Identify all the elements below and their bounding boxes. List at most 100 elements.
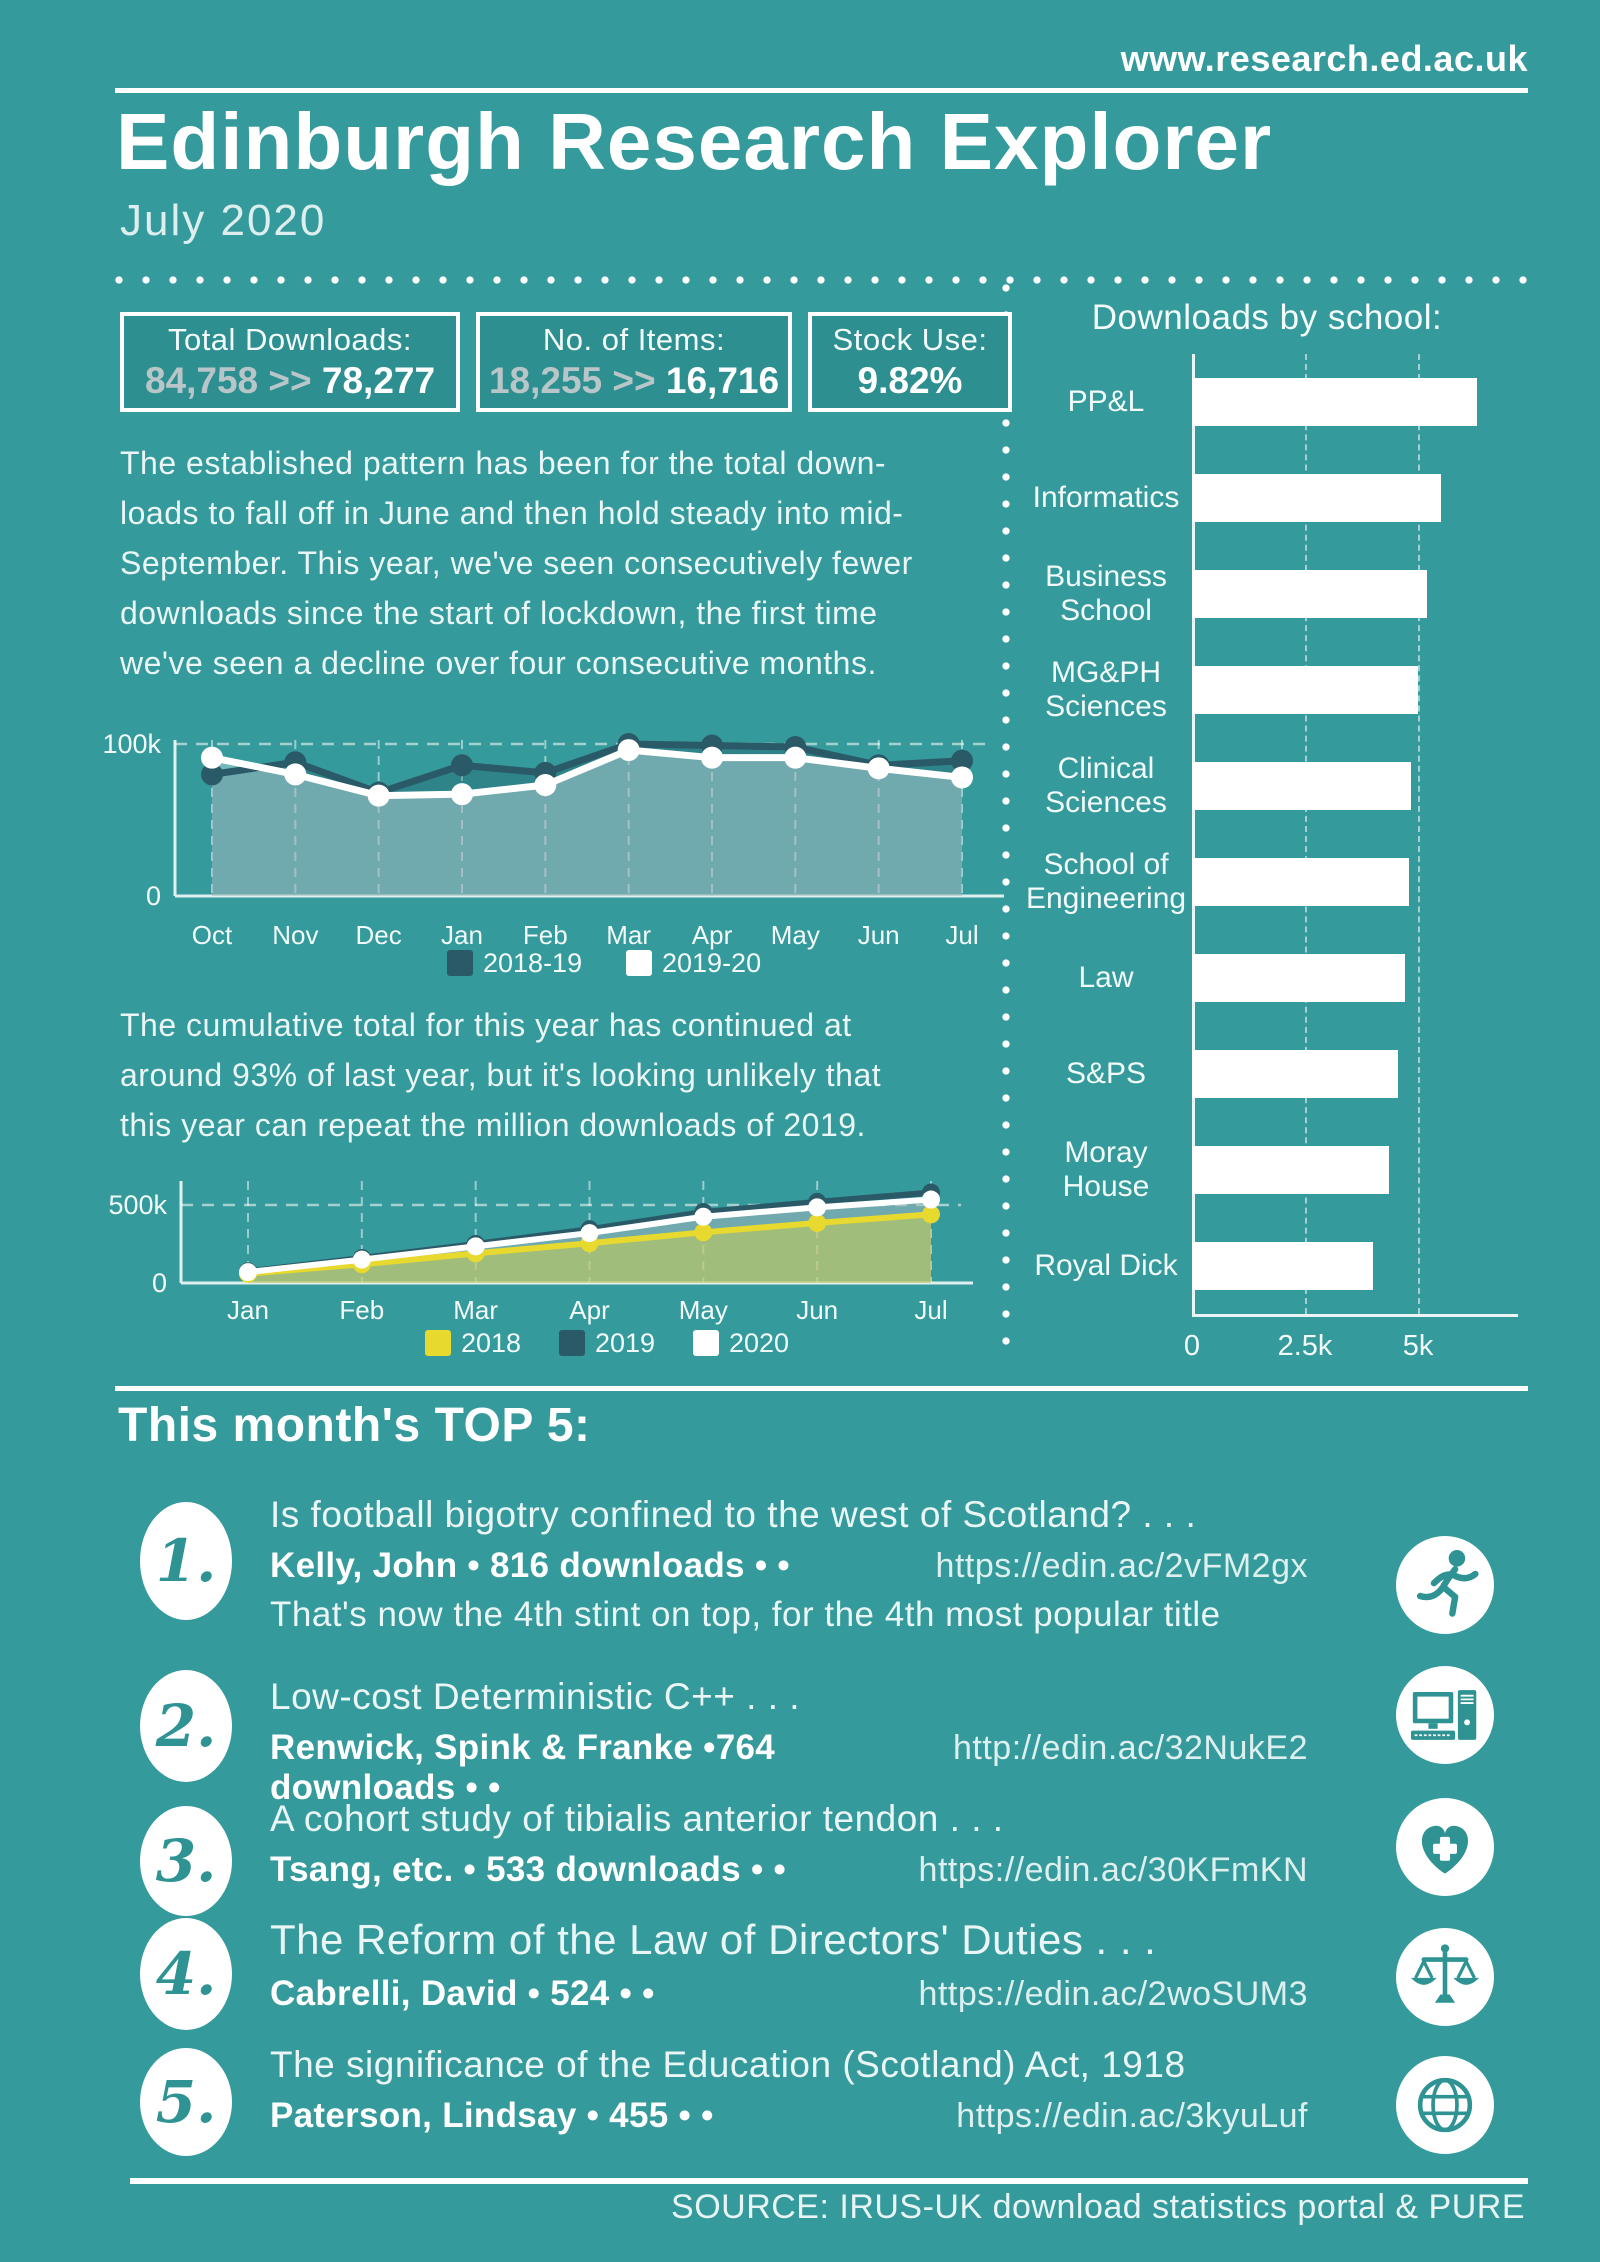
top5-item-1: Is football bigotry confined to the west…: [270, 1494, 1312, 1635]
axis-tick-label: 0: [1183, 1330, 1201, 1362]
top5-item-4: The Reform of the Law of Directors' Duti…: [270, 1916, 1312, 2014]
stat-value: 18,255 >> 16,716: [488, 360, 780, 401]
item-title: The significance of the Education (Scotl…: [270, 2044, 1186, 2085]
bar-label: Moray House: [1062, 1136, 1150, 1203]
gridline: [1305, 354, 1308, 1314]
bar-row: Royal Dick: [1022, 1218, 1534, 1314]
cumulative-downloads-chart: 0 500k Jan Feb Mar Apr May Jun Jul 2018 2019 2020: [108, 1181, 973, 1358]
svg-text:2019-20: 2019-20: [662, 948, 761, 978]
svg-text:May: May: [679, 1295, 728, 1325]
bar: [1192, 378, 1477, 426]
item-link[interactable]: http://edin.ac/32NukE2: [952, 1729, 1308, 1767]
svg-text:Feb: Feb: [523, 920, 568, 950]
stat-label: Total Downloads:: [167, 322, 413, 357]
source-credit: SOURCE: IRUS-UK download statistics port…: [671, 2188, 1525, 2226]
bar-label: Informatics: [1032, 481, 1180, 514]
item-byline: Renwick, Spink & Franke •764 downloads •…: [270, 1728, 776, 1807]
top5-heading: This month's TOP 5:: [118, 1399, 591, 1452]
rank-badge-3: 3.: [140, 1806, 232, 1916]
item-note: That's now the 4th stint on top, for the…: [270, 1595, 1221, 1634]
cumulative-downloads-chart: 0 500k Jan Feb Mar Apr May Jun Jul 2018 2019 2020: [96, 1153, 1016, 1370]
monthly-downloads-chart: 0 100k Oct Nov Dec Jan Feb Mar Apr May Jun Jul 2018-…: [102, 729, 1004, 978]
item-link[interactable]: https://edin.ac/3kyuLuf: [956, 2097, 1308, 2135]
bar-label: MG&PH Sciences: [1045, 656, 1167, 723]
globe-icon: [1396, 2056, 1494, 2154]
computer-icon: [1396, 1666, 1494, 1764]
svg-text:2020: 2020: [729, 1328, 789, 1358]
svg-text:Jun: Jun: [858, 920, 900, 950]
item-byline: Cabrelli, David • 524 • •: [270, 1974, 655, 2013]
item-link[interactable]: https://edin.ac/2vFM2gx: [935, 1547, 1308, 1585]
scales-icon: [1396, 1928, 1494, 2026]
x-axis: [1192, 1314, 1518, 1317]
svg-text:Apr: Apr: [569, 1295, 610, 1325]
bar: [1192, 1146, 1389, 1194]
monthly-downloads-chart: 0 100k Oct Nov Dec Jan Feb Mar Apr May Jun Jul 2018-…: [96, 700, 1016, 990]
header-divider: [115, 88, 1528, 93]
downloads-by-school-chart: Downloads by school: PP&L Informatics Busi…: [1022, 298, 1534, 1362]
rank-badge-5: 5.: [140, 2048, 232, 2156]
svg-text:Mar: Mar: [606, 920, 651, 950]
dotted-divider: [115, 276, 1528, 284]
bar-row: Law: [1022, 930, 1534, 1026]
item-title: Low-cost Deterministic C++ . . .: [270, 1676, 801, 1717]
bar: [1192, 474, 1441, 522]
svg-text:Mar: Mar: [453, 1295, 498, 1325]
svg-text:Jan: Jan: [441, 920, 483, 950]
item-link[interactable]: https://edin.ac/30KFmKN: [918, 1851, 1308, 1889]
runner-icon: [1396, 1536, 1494, 1634]
svg-text:Dec: Dec: [356, 920, 402, 950]
svg-text:Nov: Nov: [272, 920, 318, 950]
top5-item-2: Low-cost Deterministic C++ . . . Renwick…: [270, 1676, 1312, 1808]
bar: [1192, 858, 1409, 906]
svg-text:0: 0: [146, 881, 161, 911]
commentary-paragraph-1: The established pattern has been for the…: [120, 445, 913, 681]
item-byline: Kelly, John • 816 downloads • •: [270, 1546, 790, 1585]
column-divider: [1002, 284, 1010, 1350]
svg-text:100k: 100k: [102, 729, 161, 759]
bar-label: School of Engineering: [1025, 848, 1187, 915]
svg-text:Oct: Oct: [192, 920, 233, 950]
stat-total-downloads: Total Downloads: 84,758 >> 78,277: [120, 312, 460, 412]
rank-badge-1: 1.: [140, 1502, 232, 1620]
item-title: The Reform of the Law of Directors' Duti…: [270, 1916, 1157, 1963]
bar-row: Clinical Sciences: [1022, 738, 1534, 834]
bar-label: Royal Dick: [1034, 1249, 1178, 1282]
rank-badge-4: 4.: [140, 1918, 232, 2030]
top5-item-3: A cohort study of tibialis anterior tend…: [270, 1798, 1312, 1890]
stat-stock-use: Stock Use: 9.82%: [808, 312, 1012, 412]
bar-row: S&PS: [1022, 1026, 1534, 1122]
rank-badge-2: 2.: [140, 1670, 232, 1782]
heart-medical-icon: [1396, 1798, 1494, 1896]
bar: [1192, 954, 1405, 1002]
stat-items: No. of Items: 18,255 >> 16,716: [476, 312, 792, 412]
bar: [1192, 666, 1418, 714]
svg-text:Jul: Jul: [914, 1295, 947, 1325]
top5-item-5: The significance of the Education (Scotl…: [270, 2044, 1312, 2136]
svg-text:0: 0: [152, 1268, 167, 1298]
bar-chart-title: Downloads by school:: [1091, 298, 1443, 337]
bar-label: Law: [1078, 961, 1134, 994]
bar-label: Business School: [1045, 560, 1167, 627]
svg-text:Jan: Jan: [227, 1295, 269, 1325]
bar-label: PP&L: [1067, 385, 1145, 418]
item-link[interactable]: https://edin.ac/2woSUM3: [918, 1975, 1308, 2013]
item-title: Is football bigotry confined to the west…: [270, 1494, 1197, 1535]
bar-row: MG&PH Sciences: [1022, 642, 1534, 738]
bar-label: S&PS: [1065, 1057, 1147, 1090]
bar-row: School of Engineering: [1022, 834, 1534, 930]
stat-label: No. of Items:: [542, 322, 726, 357]
axis-tick-label: 2.5k: [1277, 1330, 1333, 1362]
item-byline: Tsang, etc. • 533 downloads • •: [270, 1850, 787, 1889]
stat-value: 84,758 >> 78,277: [144, 360, 436, 401]
commentary-paragraph-2: The cumulative total for this year has c…: [120, 1007, 882, 1143]
stat-label: Stock Use:: [832, 322, 988, 357]
footer-divider: [130, 2178, 1528, 2184]
site-url[interactable]: www.research.ed.ac.uk: [1120, 38, 1528, 79]
bar-row: Moray House: [1022, 1122, 1534, 1218]
y-axis: [1192, 354, 1195, 1314]
bar: [1192, 1050, 1398, 1098]
bar: [1192, 1242, 1373, 1290]
bar-row: Business School: [1022, 546, 1534, 642]
